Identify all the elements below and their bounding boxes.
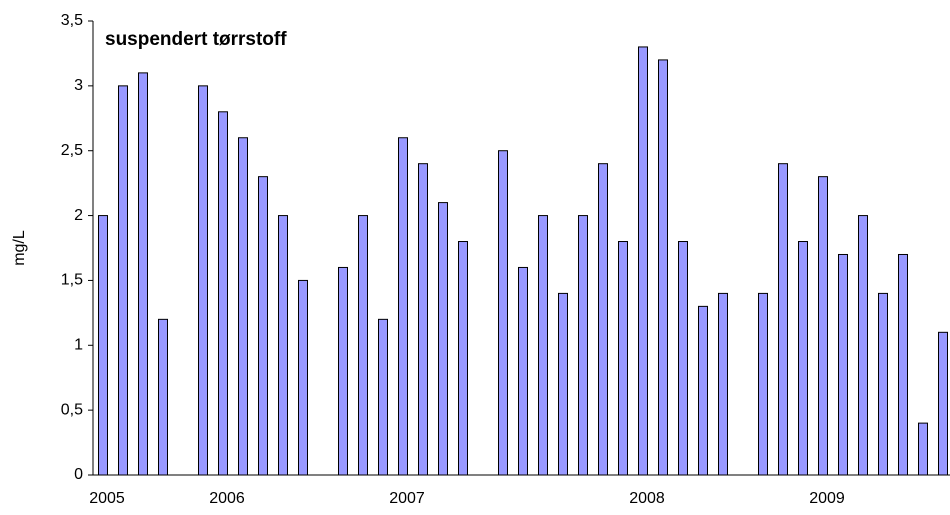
bar — [338, 266, 348, 476]
bar — [618, 241, 628, 476]
bar — [278, 215, 288, 476]
chart-title: suspendert tørrstoff — [105, 29, 287, 50]
bar — [698, 305, 708, 476]
bar — [898, 253, 908, 476]
y-axis-label: mg/L — [11, 230, 28, 266]
bar — [358, 215, 368, 476]
x-tick-label: 2009 — [809, 490, 845, 507]
bar — [798, 241, 808, 476]
y-tick-label: 0,5 — [61, 401, 83, 418]
bar — [758, 292, 768, 476]
bar — [218, 111, 228, 476]
bar — [558, 292, 568, 476]
bar — [298, 279, 308, 476]
bar — [658, 59, 668, 476]
bar — [378, 318, 388, 476]
bar — [938, 331, 948, 476]
bar — [398, 137, 408, 476]
bar — [138, 72, 148, 476]
y-tick-label: 3,5 — [61, 12, 83, 29]
bar — [858, 215, 868, 476]
bar — [118, 85, 128, 476]
y-tick-label: 3 — [74, 77, 83, 94]
bar — [638, 46, 648, 476]
bar — [198, 85, 208, 476]
bar — [718, 292, 728, 476]
bar — [518, 266, 528, 476]
bar — [258, 176, 268, 476]
y-tick-label: 1,5 — [61, 272, 83, 289]
x-tick-label: 2006 — [209, 490, 245, 507]
bar — [918, 422, 928, 476]
bar — [818, 176, 828, 476]
bar — [678, 241, 688, 476]
x-tick-label: 2008 — [629, 490, 665, 507]
bar — [158, 318, 168, 476]
bar — [878, 292, 888, 476]
x-tick-label: 2007 — [389, 490, 425, 507]
y-tick-label: 2 — [74, 207, 83, 224]
bar — [598, 163, 608, 476]
bar — [778, 163, 788, 476]
bar — [578, 215, 588, 476]
bar — [98, 215, 108, 476]
y-tick-label: 0 — [74, 466, 83, 483]
y-tick-label: 1 — [74, 337, 83, 354]
x-tick-label: 2005 — [89, 490, 125, 507]
bar — [238, 137, 248, 476]
bar — [538, 215, 548, 476]
bar — [438, 202, 448, 476]
bar — [838, 253, 848, 476]
bar — [458, 241, 468, 476]
bar — [498, 150, 508, 476]
y-tick-label: 2,5 — [61, 142, 83, 159]
bar — [418, 163, 428, 476]
